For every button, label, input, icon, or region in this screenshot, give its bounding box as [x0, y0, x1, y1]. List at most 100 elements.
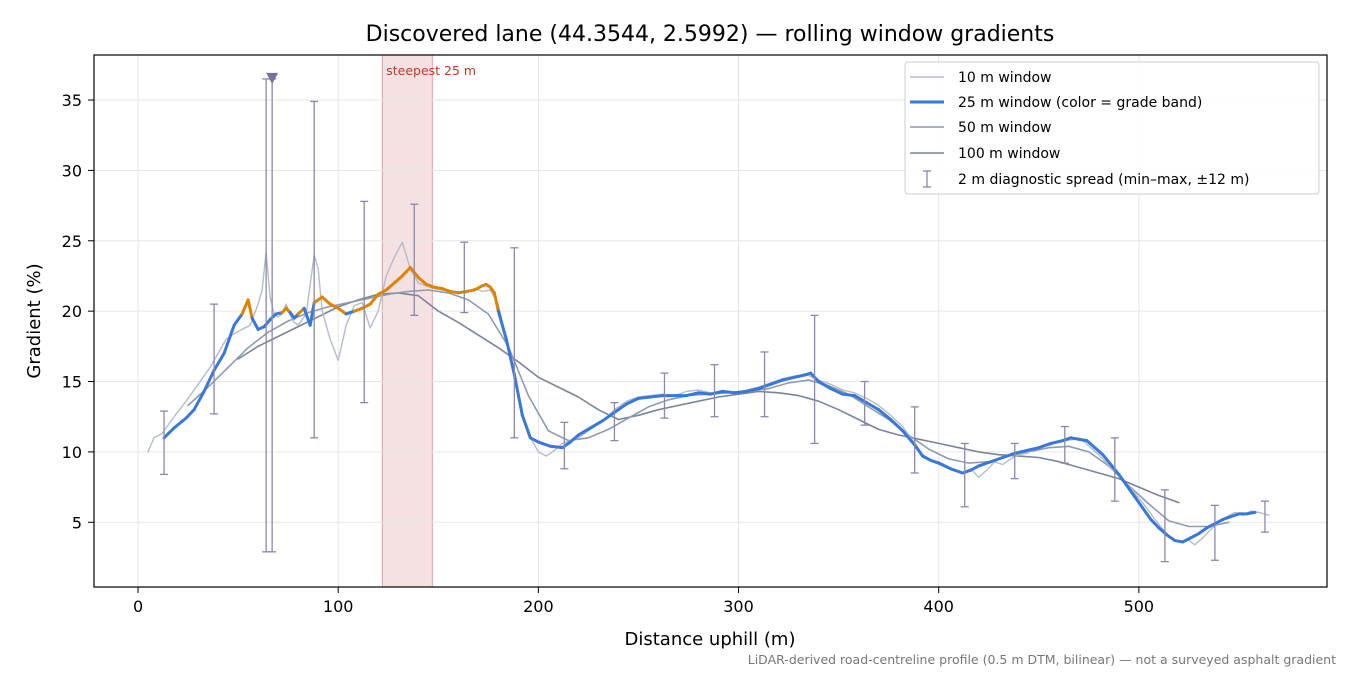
series-25m-segment: [1093, 446, 1105, 457]
series-25m-segment: [1157, 526, 1169, 537]
series-25m-segment: [829, 387, 845, 396]
series-25m-segment: [624, 396, 640, 406]
y-tick-label: 5: [72, 513, 82, 532]
series-25m-segment: [232, 312, 244, 327]
diagnostic-errorbar: [560, 421, 569, 470]
diagnostic-errorbar: [1160, 489, 1169, 563]
series-25m-segment: [1013, 448, 1029, 455]
series-25m-segment: [636, 395, 652, 400]
series-25m-segment: [937, 461, 953, 471]
series-25m-segment: [496, 309, 508, 341]
diagnostic-errorbar: [810, 314, 819, 445]
legend-box: [904, 61, 1320, 195]
series-25m-segment: [528, 436, 540, 444]
series-25m-segment: [184, 408, 196, 420]
series-25m-segment: [1025, 446, 1041, 452]
y-tick-label: 25: [62, 232, 82, 251]
series-25m-segment: [901, 429, 917, 447]
diagnostic-errorbar: [610, 401, 619, 442]
series-25m-segment: [684, 391, 700, 398]
series-25m-segment: [769, 378, 785, 386]
diagnostic-errorbar: [910, 406, 919, 474]
series-25m-segment: [222, 323, 236, 355]
series-25m-segment: [745, 387, 761, 393]
series-25m-segment: [504, 337, 516, 376]
diagnostic-errorbar: [960, 442, 969, 508]
series-25m-segment: [1197, 526, 1209, 536]
series-25m-segment: [416, 275, 428, 286]
x-axis-label: Distance uphill (m): [625, 629, 796, 650]
series-25m-segment: [865, 401, 881, 412]
y-tick-label: 30: [62, 161, 82, 180]
clipped-marker-icon: [266, 72, 279, 84]
series-25m-segment: [612, 402, 628, 414]
series-25m-segment: [1085, 439, 1097, 450]
series-25m-segment: [1001, 451, 1017, 460]
series-25m-segment: [202, 368, 216, 393]
series-25m-segment: [588, 419, 604, 430]
series-25m-segment: [328, 302, 340, 310]
series-25m-segment: [536, 440, 552, 448]
diagnostic-errorbar: [410, 203, 419, 317]
series-25m-segment: [162, 426, 176, 440]
legend-entry-50m: 50 m window: [910, 120, 1051, 136]
series-25m-segment: [1049, 439, 1065, 445]
series-25m-segment: [1037, 441, 1053, 450]
highlight-band: [381, 54, 433, 588]
diagnostic-errorbar: [1060, 425, 1069, 464]
legend-label: 100 m window: [958, 146, 1060, 162]
series-25m-segment: [548, 444, 564, 450]
diagnostic-errorbar: [660, 372, 669, 419]
series-25m-segment: [312, 295, 324, 305]
series-25m-segment: [1101, 453, 1113, 467]
series-25m-segment: [949, 467, 965, 475]
series-25m-segment: [320, 295, 332, 306]
series-25m-segment: [709, 389, 725, 396]
series-25m-segment: [360, 302, 372, 310]
series-25m-segment: [1149, 517, 1161, 530]
series-25m-segment: [308, 301, 316, 327]
series-25m-segment: [520, 413, 532, 440]
legend-entry-spread: 2 m diagnostic spread (min–max, ±12 m): [923, 170, 1249, 188]
series-25m-segment: [376, 288, 388, 296]
series-25m-segment: [696, 391, 712, 396]
chart-title: Discovered lane (44.3544, 2.5992) — roll…: [366, 22, 1055, 47]
series-25m-segment: [368, 292, 380, 306]
series-25m-segment: [1165, 533, 1177, 543]
x-tick-label: 0: [133, 597, 143, 616]
diagnostic-errorbar: [160, 410, 169, 476]
y-tick-label: 20: [62, 302, 82, 321]
x-tick-label: 200: [523, 597, 554, 616]
legend-entry-25m: 25 m window (color = grade band): [910, 95, 1202, 111]
series-25m-segment: [1125, 484, 1137, 499]
series-25m-segment: [793, 372, 809, 379]
series-25m-segment: [648, 394, 664, 399]
series-25m-segment: [1181, 536, 1193, 544]
series-25m-segment: [781, 375, 797, 382]
legend-entry-10m: 10 m window: [910, 70, 1051, 86]
diagnostic-errorbar: [760, 351, 769, 418]
diagnostic-errorbar: [1260, 500, 1269, 533]
legend: 10 m window 25 m window (color = grade ba…: [904, 61, 1320, 195]
series-25m-segment: [212, 351, 226, 372]
x-tick-label: 500: [1124, 597, 1155, 616]
legend-entry-100m: 100 m window: [910, 146, 1060, 162]
diagnostic-errorbar: [710, 363, 719, 418]
series-25m-segment: [889, 418, 905, 433]
legend-label: 25 m window (color = grade band): [958, 95, 1202, 111]
diagnostic-errorbar: [860, 380, 869, 426]
series-25m-segment: [560, 440, 572, 450]
y-tick-label: 10: [62, 443, 82, 462]
diagnostic-errorbar: [460, 241, 469, 314]
series-25m-segment: [1205, 522, 1217, 530]
series-25m-segment: [172, 416, 188, 430]
x-tick-label: 100: [323, 597, 354, 616]
legend-label: 10 m window: [958, 70, 1051, 86]
series-25m-segment: [1189, 532, 1201, 540]
series-25m-segment: [384, 281, 396, 292]
series-25m-segment: [492, 291, 500, 313]
series-25m-segment: [392, 274, 404, 285]
series-25m-segment: [262, 318, 272, 329]
series-25m-segment: [1245, 510, 1257, 516]
